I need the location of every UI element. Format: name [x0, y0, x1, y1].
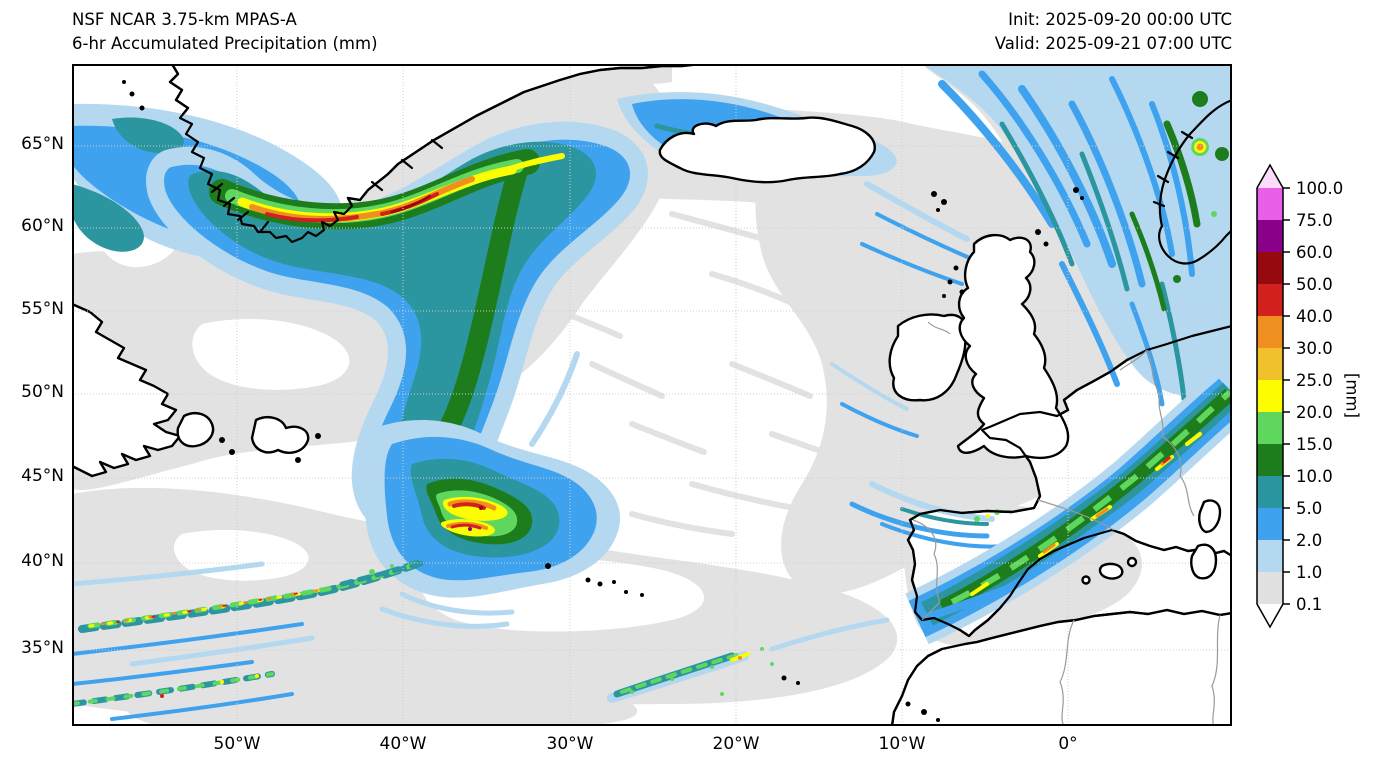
- colorbar-tick-label: 25.0: [1296, 371, 1333, 390]
- init-time-label: Init: 2025-09-20 00:00 UTC: [1008, 10, 1232, 29]
- lon-tick-label: 10°W: [878, 734, 926, 754]
- lat-tick-label: 40°N: [21, 551, 64, 571]
- plot-times: Init: 2025-09-20 00:00 UTC Valid: 2025-09…: [632, 8, 1232, 56]
- newfoundland-coast: [72, 302, 182, 478]
- iceland-coast: [658, 116, 876, 184]
- menorca: [1126, 556, 1138, 568]
- colorbar-tick-label: 0.1: [1296, 595, 1322, 614]
- lon-tick-label: 50°W: [213, 734, 261, 754]
- title-line-2: 6-hr Accumulated Precipitation (mm): [72, 33, 378, 53]
- colorbar: 0.1 1.0 2.0 5.0 10.0 15.0 20.0 25.0 30.0 40.0 50.0…: [1256, 163, 1343, 629]
- lon-tick-label: 0°: [1058, 734, 1078, 754]
- lat-tick-label: 45°N: [21, 466, 64, 486]
- valid-time-label: Valid: 2025-09-21 07:00 UTC: [994, 33, 1232, 53]
- ibiza: [1081, 575, 1091, 585]
- map-area: [72, 64, 1232, 726]
- borders-layer: [912, 321, 1221, 726]
- colorbar-tick-label: 20.0: [1296, 403, 1333, 422]
- colorbar-tick-label: 5.0: [1296, 499, 1322, 518]
- sardinia: [1190, 543, 1218, 580]
- lon-tick-label: 40°W: [379, 734, 427, 754]
- avalon-peninsula: [250, 416, 310, 454]
- colorbar-tick-label: 30.0: [1296, 339, 1333, 358]
- balearic-islands: [1098, 562, 1124, 580]
- ireland-coast: [888, 313, 967, 402]
- colorbar-tick-label: 50.0: [1296, 275, 1333, 294]
- title-line-1: NSF NCAR 3.75-km MPAS-A: [72, 10, 297, 29]
- colorbar-tick-label: 40.0: [1296, 307, 1333, 326]
- lat-tick-label: 55°N: [21, 299, 64, 319]
- lat-tick-label: 50°N: [21, 382, 64, 402]
- plot-frame: [72, 64, 1232, 726]
- lat-tick-label: 60°N: [21, 216, 64, 236]
- colorbar-unit-label: [mm]: [1342, 372, 1362, 419]
- lon-tick-label: 20°W: [712, 734, 760, 754]
- lon-tick-label: 30°W: [546, 734, 594, 754]
- lat-tick-label: 65°N: [21, 134, 64, 154]
- coastline-layer: [122, 64, 1232, 726]
- small-islands: [122, 80, 1084, 722]
- colorbar-tick-label: 100.0: [1296, 179, 1343, 198]
- corsica: [1198, 499, 1222, 534]
- newfoundland-east: [176, 412, 215, 448]
- plot-title: NSF NCAR 3.75-km MPAS-A 6-hr Accumulated …: [72, 8, 378, 56]
- colorbar-tick-label: 2.0: [1296, 531, 1322, 550]
- colorbar-tick-label: 10.0: [1296, 467, 1333, 486]
- colorbar-tick-label: 75.0: [1296, 211, 1333, 230]
- colorbar-tick-label: 60.0: [1296, 243, 1333, 262]
- lat-tick-label: 35°N: [21, 638, 64, 658]
- colorbar-tick-label: 1.0: [1296, 563, 1322, 582]
- colorbar-tick-label: 15.0: [1296, 435, 1333, 454]
- map-canvas: [72, 64, 1232, 726]
